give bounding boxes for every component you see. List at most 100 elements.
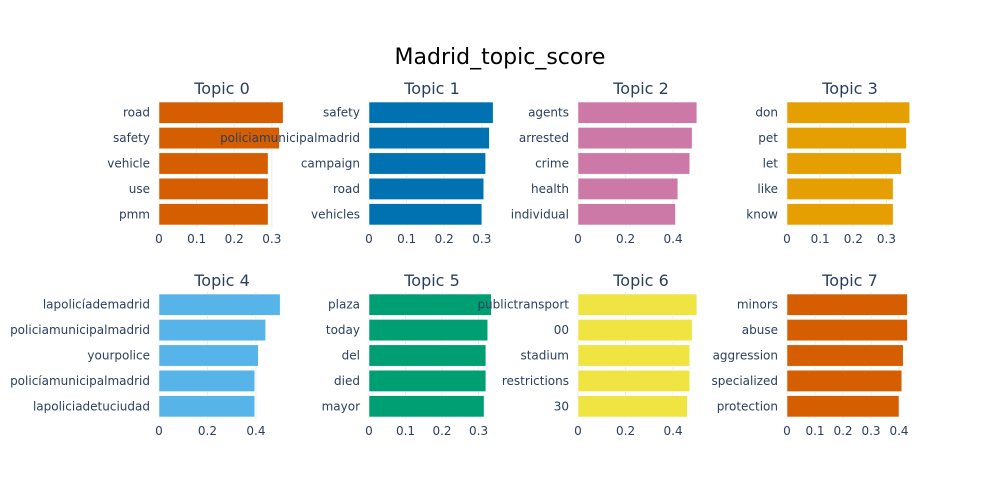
tick-label: 0.1 <box>396 424 415 438</box>
bar <box>577 395 688 418</box>
bar <box>368 369 487 392</box>
category-label: restrictions <box>502 374 569 388</box>
subplot-title: Topic 5 <box>403 271 460 290</box>
category-label: aggression <box>713 349 778 363</box>
category-label: minors <box>737 298 778 312</box>
bar <box>577 319 693 342</box>
bar <box>786 293 908 316</box>
category-label: 30 <box>554 399 569 413</box>
category-label: plaza <box>328 298 360 312</box>
category-label: mayor <box>322 399 360 413</box>
bar <box>368 127 490 150</box>
bar <box>786 203 894 226</box>
bar <box>786 395 900 418</box>
tick-label: 0.4 <box>246 424 265 438</box>
category-label: protection <box>717 399 778 413</box>
tick-label: 0.2 <box>616 232 635 246</box>
subplot-topic-3: Topic 3 don pet let like know 0 0.1 0.2 0.3 <box>746 79 910 246</box>
category-label: vehicle <box>107 157 150 171</box>
category-label: use <box>129 182 150 196</box>
tick-label: 0.2 <box>198 424 217 438</box>
tick-label: 0.3 <box>861 424 880 438</box>
category-label: road <box>123 106 150 120</box>
tick-label: 0.3 <box>262 232 281 246</box>
category-label: campaign <box>301 157 360 171</box>
category-label: safety <box>113 131 150 145</box>
bar <box>786 127 907 150</box>
subplot-title: Topic 4 <box>193 271 250 290</box>
subplot-topic-1: Topic 1 safety policiamunicipalmadrid campa… <box>220 79 494 246</box>
tick-label: 0.2 <box>432 424 451 438</box>
tick-label: 0.3 <box>469 424 488 438</box>
category-label: del <box>342 349 360 363</box>
bar <box>368 177 484 200</box>
subplot-topic-2: Topic 2 agents arrested crime health individu… <box>511 79 698 246</box>
category-label: road <box>333 182 360 196</box>
category-label: like <box>757 182 778 196</box>
bar <box>158 203 269 226</box>
tick-label: 0.1 <box>187 232 206 246</box>
category-label: died <box>334 374 360 388</box>
category-label: lapolicíademadrid <box>43 298 150 312</box>
category-label: publictransport <box>477 298 569 312</box>
category-label: don <box>755 106 778 120</box>
bar <box>786 177 894 200</box>
tick-label: 0 <box>783 232 791 246</box>
category-label: know <box>746 207 778 221</box>
tick-label: 0.1 <box>397 232 416 246</box>
tick-label: 0 <box>574 424 582 438</box>
subplot-topic-7: Topic 7 minors abuse aggression specialized p… <box>711 271 908 438</box>
bar <box>786 369 903 392</box>
subplot-title: Topic 3 <box>821 79 878 98</box>
category-label: abuse <box>742 323 778 337</box>
bar <box>158 344 259 367</box>
tick-label: 0.3 <box>472 232 491 246</box>
bar <box>158 395 255 418</box>
bar <box>158 101 284 124</box>
bar <box>158 127 280 150</box>
category-label: arrested <box>519 131 569 145</box>
category-label: vehicles <box>311 207 360 221</box>
subplot-topic-6: Topic 6 publictransport 00 stadium restricti… <box>477 271 698 438</box>
tick-label: 0.1 <box>805 424 824 438</box>
bar <box>786 319 908 342</box>
bar <box>158 293 281 316</box>
bar <box>786 152 902 175</box>
bar <box>158 369 255 392</box>
bar <box>577 127 693 150</box>
tick-label: 0.2 <box>616 424 635 438</box>
bar <box>577 152 690 175</box>
category-label: pmm <box>119 207 150 221</box>
category-label: safety <box>323 106 360 120</box>
bar <box>577 369 690 392</box>
bar <box>577 203 676 226</box>
tick-label: 0.2 <box>844 232 863 246</box>
tick-label: 0 <box>365 424 373 438</box>
tick-label: 0.4 <box>889 424 908 438</box>
tick-label: 0.4 <box>664 424 683 438</box>
bar <box>577 177 679 200</box>
bar <box>577 293 698 316</box>
tick-label: 0 <box>155 232 163 246</box>
category-label: pet <box>758 131 778 145</box>
bar <box>158 177 269 200</box>
bar <box>368 344 487 367</box>
chart-title: Madrid_topic_score <box>395 45 606 70</box>
bar <box>368 203 483 226</box>
tick-label: 0 <box>365 232 373 246</box>
tick-label: 0.2 <box>225 232 244 246</box>
subplot-topic-5: Topic 5 plaza today del died mayor 0 0.1 0.2 0.3 <box>322 271 492 438</box>
category-label: agents <box>528 106 569 120</box>
bar <box>368 152 486 175</box>
subplot-title: Topic 6 <box>612 271 669 290</box>
bar <box>786 101 910 124</box>
tick-label: 0.1 <box>811 232 830 246</box>
category-label: crime <box>535 157 569 171</box>
tick-label: 0.2 <box>435 232 454 246</box>
bar <box>368 101 494 124</box>
category-label: yourpolice <box>87 349 150 363</box>
category-label: policiamunicipalmadrid <box>220 131 360 145</box>
tick-label: 0.4 <box>664 232 683 246</box>
tick-label: 0 <box>783 424 791 438</box>
